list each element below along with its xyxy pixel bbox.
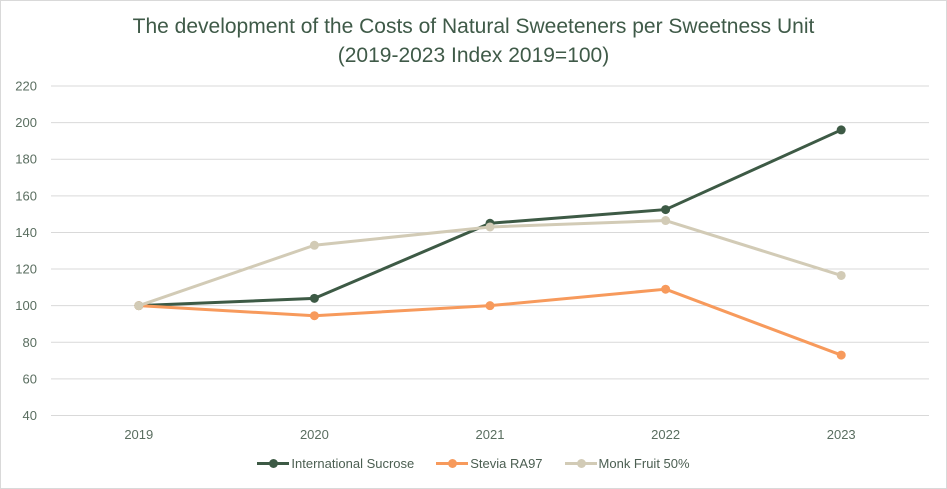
legend-label: International Sucrose <box>291 456 415 471</box>
data-point[interactable] <box>485 301 495 311</box>
series-stevia-ra97 <box>134 284 846 360</box>
data-point[interactable] <box>485 222 495 232</box>
series-monk-fruit-50- <box>134 216 846 311</box>
y-tick-label: 120 <box>15 262 37 277</box>
x-tick-label: 2021 <box>476 427 505 442</box>
data-point[interactable] <box>661 284 671 294</box>
data-point[interactable] <box>134 301 144 311</box>
legend-item[interactable]: Stevia RA97 <box>436 456 543 471</box>
x-tick-label: 2023 <box>827 427 856 442</box>
legend-label: Stevia RA97 <box>470 456 543 471</box>
chart-subtitle: (2019-2023 Index 2019=100) <box>337 44 610 67</box>
legend-item[interactable]: International Sucrose <box>257 456 414 471</box>
y-axis: 40 60 80 100 120 140 160 180 200 220 <box>15 79 37 424</box>
series-line <box>137 287 843 357</box>
y-tick-label: 80 <box>23 335 37 350</box>
chart-title-main: The development of the Costs of Natural … <box>132 15 815 38</box>
legend-label: Monk Fruit 50% <box>598 456 690 471</box>
series-lines <box>134 125 846 360</box>
y-tick-label: 220 <box>15 79 37 94</box>
data-point[interactable] <box>309 311 319 321</box>
legend: International Sucrose Stevia RA97 Monk Fru… <box>0 456 947 471</box>
x-tick-label: 2022 <box>651 427 680 442</box>
data-point[interactable] <box>661 205 671 215</box>
y-tick-label: 160 <box>15 188 37 203</box>
legend-swatch-icon <box>257 458 290 469</box>
series-line <box>137 219 843 308</box>
legend-swatch-icon <box>564 458 597 469</box>
data-point[interactable] <box>309 240 319 250</box>
data-point[interactable] <box>836 270 846 280</box>
legend-swatch-icon <box>436 458 469 469</box>
data-point[interactable] <box>309 293 319 303</box>
y-tick-label: 40 <box>23 408 37 423</box>
x-axis: 2019 2020 2021 2022 2023 <box>124 427 855 442</box>
gridlines <box>51 85 929 416</box>
series-line <box>137 128 843 308</box>
data-point[interactable] <box>836 350 846 360</box>
chart-title: The development of the Costs of Natural … <box>0 12 947 70</box>
y-tick-label: 200 <box>15 115 37 130</box>
x-tick-label: 2020 <box>300 427 329 442</box>
x-tick-label: 2019 <box>124 427 153 442</box>
data-point[interactable] <box>836 125 846 135</box>
legend-item[interactable]: Monk Fruit 50% <box>564 456 690 471</box>
y-tick-label: 140 <box>15 225 37 240</box>
y-tick-label: 180 <box>15 152 37 167</box>
data-point[interactable] <box>661 216 671 226</box>
series-international-sucrose <box>134 125 846 311</box>
y-tick-label: 60 <box>23 371 37 386</box>
y-tick-label: 100 <box>15 298 37 313</box>
